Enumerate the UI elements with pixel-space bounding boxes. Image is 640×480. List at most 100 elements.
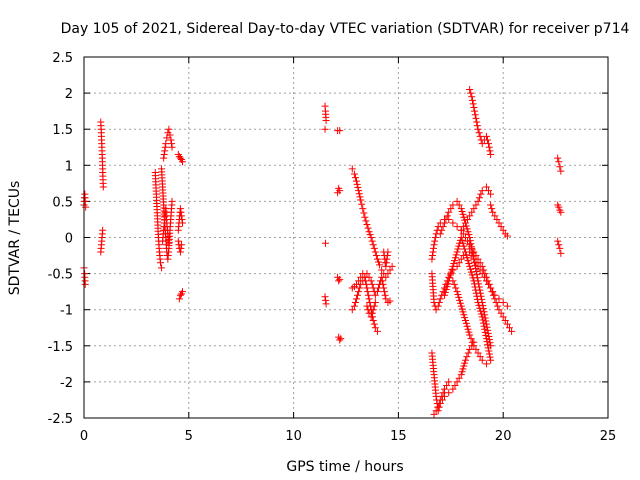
- y-tick-label: -1.5: [48, 340, 73, 355]
- data-point: [383, 255, 391, 263]
- data-point: [466, 234, 474, 241]
- data-point: [482, 360, 490, 368]
- data-point: [471, 283, 479, 291]
- data-point: [451, 257, 459, 265]
- data-point: [365, 295, 373, 303]
- data-point: [493, 215, 501, 223]
- data-point: [430, 244, 438, 252]
- data-point: [358, 200, 366, 208]
- data-point: [478, 140, 486, 148]
- data-point: [461, 314, 469, 322]
- data-point: [464, 325, 472, 333]
- data-point: [441, 288, 449, 296]
- data-point: [470, 280, 478, 288]
- data-point: [467, 89, 475, 97]
- data-point: [351, 174, 359, 182]
- data-point: [364, 291, 372, 299]
- data-point: [434, 302, 442, 310]
- data-point: [335, 277, 343, 285]
- data-point: [438, 226, 446, 234]
- data-point: [467, 335, 475, 343]
- data-point: [388, 262, 396, 270]
- data-point: [461, 216, 469, 224]
- data-point: [469, 100, 477, 108]
- data-point: [368, 309, 376, 317]
- data-point: [445, 208, 453, 216]
- data-point: [368, 280, 376, 288]
- data-point: [322, 296, 330, 304]
- data-point: [471, 111, 479, 119]
- data-point: [479, 316, 487, 324]
- data-point: [472, 268, 480, 276]
- data-point: [499, 298, 507, 306]
- data-point: [445, 378, 453, 386]
- data-point: [442, 285, 450, 293]
- data-point: [469, 274, 477, 282]
- data-point: [321, 125, 329, 133]
- data-point: [452, 284, 460, 292]
- y-tick-labels: -2.5 -2 -1.5 -1 -0.5 0 0.5 1 1.5 2 2.5: [48, 51, 73, 427]
- x-tick-label: 5: [185, 429, 193, 444]
- data-point: [168, 143, 176, 151]
- data-point: [179, 219, 187, 227]
- data-point: [487, 284, 495, 292]
- data-point: [468, 271, 476, 279]
- data-point: [167, 136, 175, 144]
- data-point: [464, 215, 472, 223]
- data-point: [468, 208, 476, 216]
- data-point: [472, 345, 480, 353]
- data-point: [382, 259, 390, 267]
- data-point: [160, 154, 168, 162]
- data-point: [321, 239, 329, 247]
- data-point: [460, 311, 468, 319]
- data-point: [481, 270, 489, 278]
- data-point: [176, 205, 184, 213]
- data-point: [439, 389, 447, 397]
- data-point: [491, 295, 499, 303]
- data-point: [471, 261, 479, 269]
- data-point: [485, 280, 493, 288]
- data-point: [158, 264, 166, 272]
- data-point: [435, 400, 443, 408]
- data-point: [459, 365, 467, 373]
- data-point: [450, 280, 458, 288]
- data-point: [451, 382, 459, 390]
- data-point: [494, 302, 502, 310]
- data-point: [382, 262, 390, 270]
- data-point: [431, 234, 439, 241]
- data-point: [176, 248, 184, 256]
- data-point: [469, 252, 477, 260]
- data-point: [555, 241, 563, 249]
- data-point: [478, 356, 486, 364]
- data-point: [373, 255, 381, 263]
- data-point: [470, 104, 478, 112]
- data-point: [364, 288, 372, 296]
- data-point: [441, 291, 449, 299]
- data-point: [355, 277, 363, 285]
- data-point: [366, 231, 374, 239]
- data-point: [369, 306, 377, 314]
- data-point: [468, 246, 476, 254]
- data-point: [359, 270, 367, 278]
- data-point: [442, 215, 450, 223]
- data-point: [459, 223, 467, 231]
- data-point: [461, 359, 469, 367]
- data-point: [362, 277, 370, 285]
- data-point: [371, 248, 379, 256]
- data-point: [457, 226, 465, 234]
- data-point: [458, 368, 466, 376]
- data-point: [384, 248, 392, 256]
- data-point: [472, 286, 480, 294]
- data-point: [485, 140, 493, 148]
- data-point: [482, 273, 490, 281]
- data-point: [430, 241, 438, 249]
- data-point: [446, 271, 454, 279]
- data-point: [177, 244, 185, 252]
- data-point: [373, 327, 381, 335]
- data-point: [488, 288, 496, 296]
- data-point: [455, 374, 463, 382]
- data-point: [459, 210, 467, 218]
- data-point: [436, 230, 444, 238]
- data-point: [485, 187, 493, 195]
